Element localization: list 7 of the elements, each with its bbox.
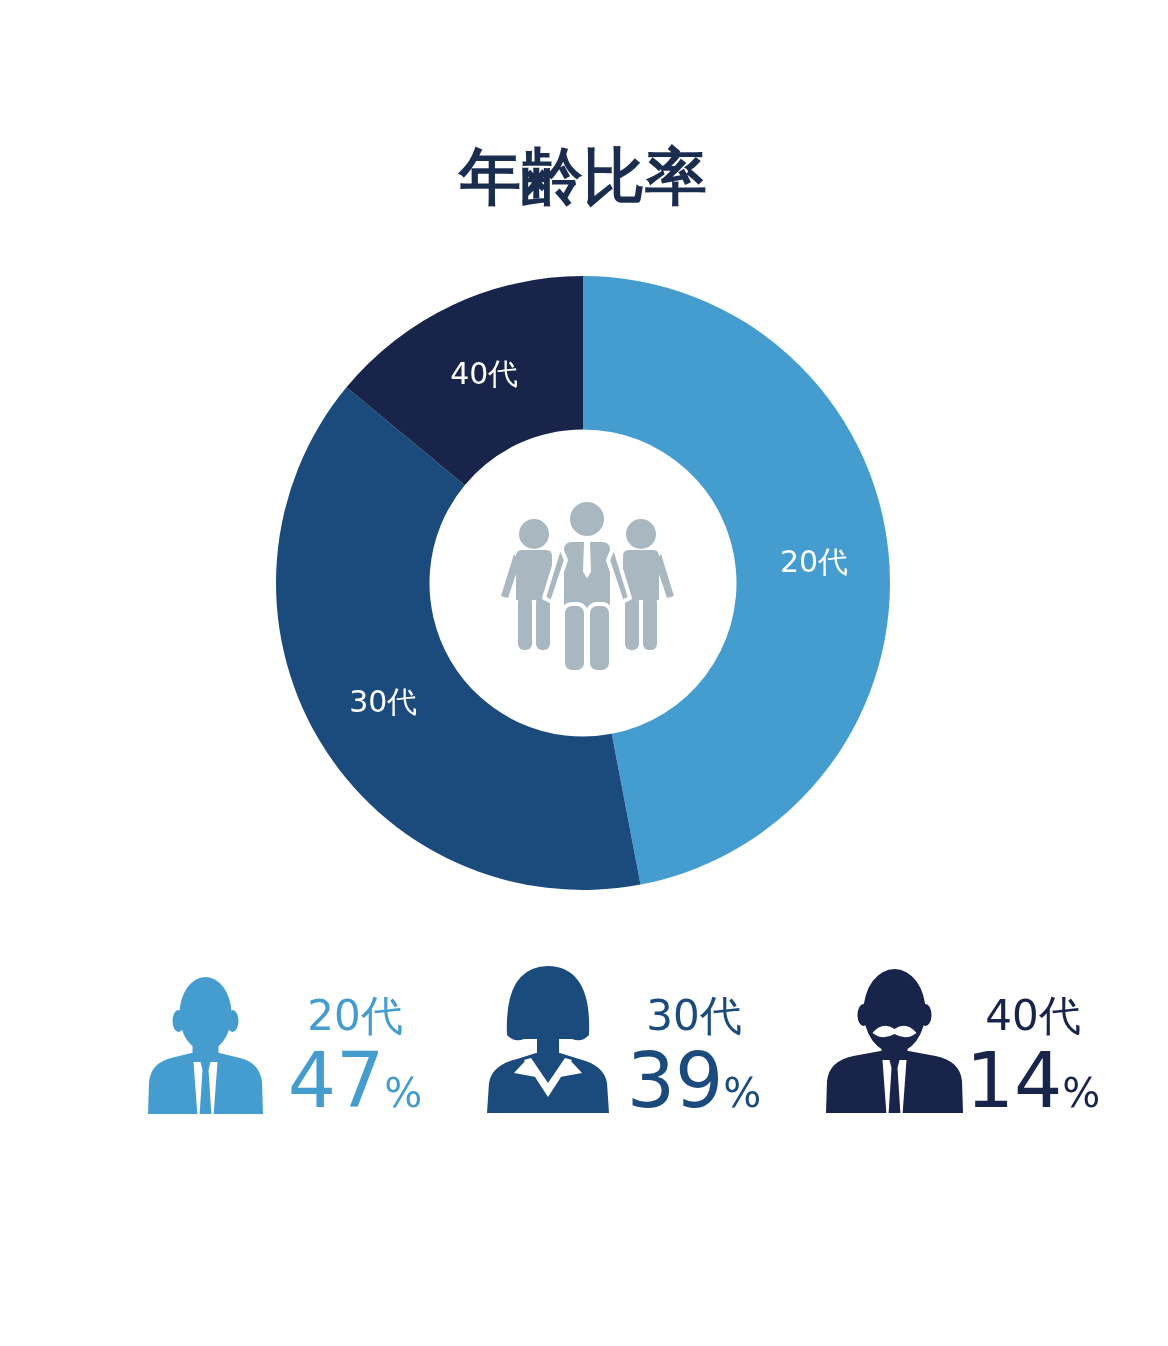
- donut-slice: [346, 276, 583, 486]
- slice-label: 30代: [349, 683, 418, 719]
- donut-slice: [276, 387, 641, 890]
- chart-title: 年齢比率: [457, 140, 707, 213]
- donut-slice: [583, 276, 890, 885]
- slice-label: 20代: [779, 543, 849, 579]
- slice-label: 40代: [450, 355, 519, 391]
